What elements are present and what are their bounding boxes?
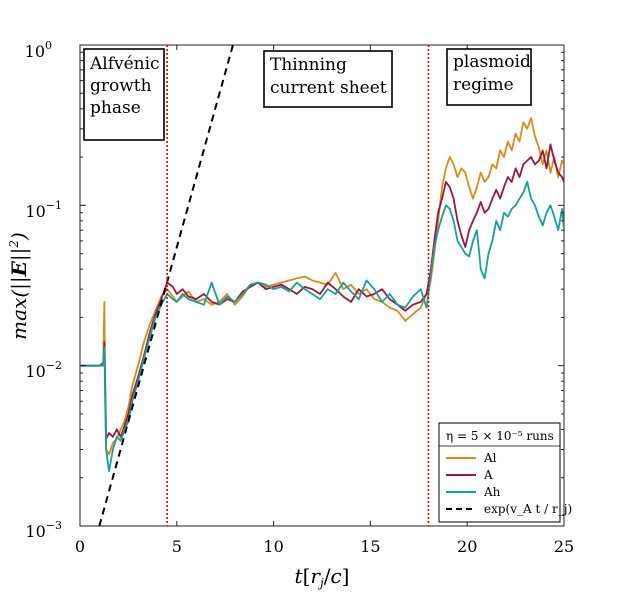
annotation-line: regime [453, 75, 514, 95]
x-tick-label: 20 [457, 537, 477, 556]
legend-title: η = 5 × 10⁻⁵ runs [446, 429, 554, 443]
legend-label: Ah [483, 485, 501, 499]
annotation-thinning: Thinning current sheet [263, 50, 393, 108]
x-tick-label: 0 [75, 537, 85, 556]
annotation-line: current sheet [270, 78, 387, 98]
annotation-alfvenic: Alfvénic growth phase [83, 48, 165, 141]
annotation-line: plasmoid [453, 52, 531, 72]
series-line-al [80, 117, 564, 456]
annotation-line: phase [90, 98, 141, 118]
y-tick-label: 10−2 [25, 359, 62, 381]
x-tick-labels: 0 5 10 15 20 25 [75, 537, 574, 556]
series-line-ah [80, 181, 564, 472]
y-axis-label: max(||E||2) [7, 232, 32, 340]
legend-item-a: A [446, 468, 493, 482]
x-tick-label: 5 [172, 537, 182, 556]
x-tick-label: 10 [263, 537, 283, 556]
legend-label: Al [483, 451, 497, 465]
y-tick-labels: 100 10−1 10−2 10−3 [25, 39, 62, 541]
tick-marks [79, 44, 565, 527]
y-tick-label: 100 [25, 39, 52, 61]
phase-lines [166, 45, 430, 526]
legend: η = 5 × 10⁻⁵ runs Al A Ah exp(v_A t / r_… [438, 422, 572, 523]
annotation-plasmoid: plasmoid regime [446, 48, 532, 106]
y-tick-label: 10−3 [25, 519, 62, 541]
legend-label: A [483, 468, 493, 482]
annotation-line: Thinning [270, 55, 347, 75]
annotation-line: growth [90, 76, 152, 96]
x-axis-label: t[rj/c] [295, 564, 350, 590]
y-tick-label: 10−1 [25, 199, 62, 221]
legend-item-ah: Ah [446, 485, 501, 499]
legend-label: exp(v_A t / r_j) [484, 502, 572, 516]
legend-item-exp: exp(v_A t / r_j) [446, 502, 572, 516]
annotation-line: Alfvénic [89, 54, 160, 74]
legend-item-al: Al [446, 451, 497, 465]
x-tick-label: 25 [554, 537, 574, 556]
x-tick-label: 15 [360, 537, 380, 556]
series-layer [80, 45, 564, 526]
